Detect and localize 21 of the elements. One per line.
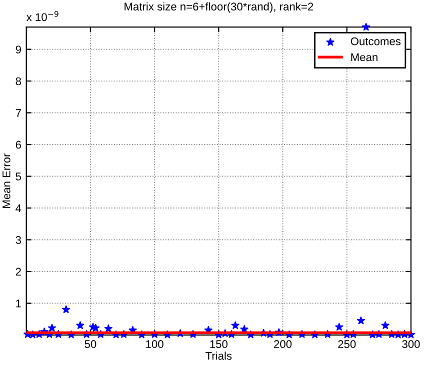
- y-axis-title: Mean Error: [2, 153, 10, 208]
- x-tick-label: 250: [338, 340, 356, 348]
- y-tick-label: 7: [16, 109, 21, 117]
- y-tick-label: 9: [16, 46, 21, 54]
- y-tick-label: 6: [16, 140, 21, 149]
- y-tick-label: 5: [16, 172, 22, 180]
- text: x 10$^{−9}$: [26, 10, 58, 22]
- legend-label: Mean: [351, 53, 378, 62]
- x-tick-label: 200: [274, 340, 292, 348]
- x-axis-title: Trials: [206, 352, 232, 360]
- y-tick-label: 8: [16, 77, 22, 86]
- chart-title: Matrix size n=6+floor(30*rand), rank=2: [124, 2, 314, 13]
- x-tick-label: 150: [210, 340, 228, 348]
- y-tick-label: 1: [16, 300, 21, 308]
- y-tick-label: 2: [16, 268, 21, 276]
- x-tick-label: 50: [84, 340, 96, 348]
- x-tick-label: 100: [146, 340, 164, 348]
- y-tick-label: 4: [16, 204, 22, 212]
- x-tick-label: 300: [402, 340, 420, 348]
- legend-label: Outcomes: [350, 37, 401, 46]
- y-tick-label: 3: [16, 236, 21, 244]
